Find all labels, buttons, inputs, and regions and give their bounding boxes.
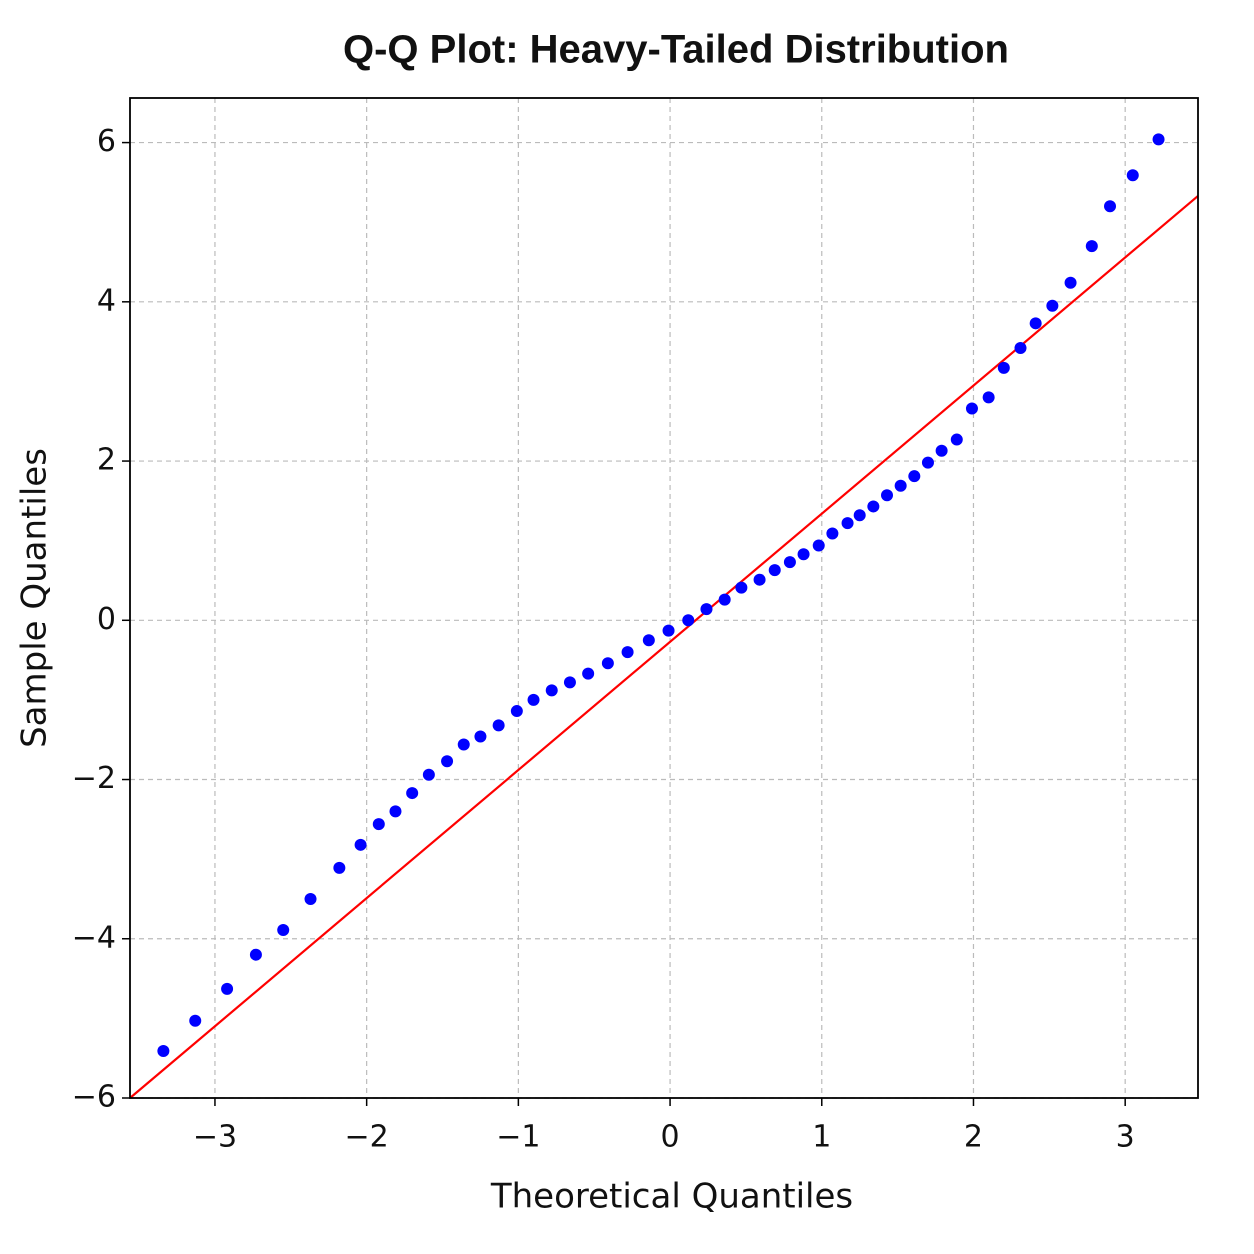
data-point xyxy=(277,924,290,937)
y-tick-label: −4 xyxy=(72,920,116,955)
data-point xyxy=(1064,276,1077,289)
x-axis-label: Theoretical Quantiles xyxy=(490,1177,853,1217)
data-point xyxy=(718,593,731,606)
data-point xyxy=(157,1045,170,1058)
data-point xyxy=(441,755,454,768)
data-point xyxy=(1104,200,1117,213)
y-tick-label: 6 xyxy=(97,124,116,159)
x-tick-label: 1 xyxy=(812,1120,831,1155)
x-tick-label: 0 xyxy=(661,1120,680,1155)
y-tick-label: 0 xyxy=(97,602,116,637)
data-point xyxy=(527,693,540,706)
y-tick-label: 2 xyxy=(97,443,116,478)
x-tick-label: −1 xyxy=(496,1120,540,1155)
data-point xyxy=(457,738,470,751)
data-point xyxy=(908,470,921,483)
y-axis-label: Sample Quantiles xyxy=(15,448,55,748)
data-point xyxy=(249,948,262,961)
data-point xyxy=(841,517,854,530)
data-point xyxy=(853,509,866,522)
data-point xyxy=(1085,240,1098,253)
data-point xyxy=(682,614,695,627)
chart-title: Q-Q Plot: Heavy-Tailed Distribution xyxy=(343,28,1009,72)
data-point xyxy=(354,838,367,851)
data-point xyxy=(797,548,810,561)
data-point xyxy=(474,730,487,743)
data-point xyxy=(621,646,634,659)
data-point xyxy=(563,676,576,689)
data-point xyxy=(545,684,558,697)
data-point xyxy=(783,556,796,569)
data-point xyxy=(812,539,825,552)
data-point xyxy=(935,444,948,457)
x-tick-label: 3 xyxy=(1116,1120,1135,1155)
data-point xyxy=(982,391,995,404)
data-point xyxy=(422,768,435,781)
x-tick-label: −2 xyxy=(345,1120,389,1155)
data-point xyxy=(601,657,614,670)
data-point xyxy=(189,1014,202,1027)
data-point xyxy=(753,573,766,586)
data-point xyxy=(1126,169,1139,182)
data-point xyxy=(1029,317,1042,330)
data-point xyxy=(950,433,963,446)
data-point xyxy=(965,402,978,415)
data-point xyxy=(1014,342,1027,354)
x-tick-label: −3 xyxy=(193,1120,237,1155)
data-point xyxy=(700,603,713,616)
y-tick-label: −2 xyxy=(72,761,116,796)
data-point xyxy=(894,479,907,492)
y-tick-label: 4 xyxy=(97,283,116,318)
x-tick-label: 2 xyxy=(964,1120,983,1155)
y-tick-label: −6 xyxy=(72,1080,116,1115)
data-point xyxy=(997,361,1010,374)
reference-line xyxy=(129,195,1199,1099)
data-point xyxy=(1046,299,1059,312)
data-point xyxy=(867,500,880,513)
data-point xyxy=(921,456,934,469)
data-point xyxy=(826,527,839,540)
plot-frame xyxy=(129,97,1199,1099)
data-point xyxy=(333,861,346,874)
data-point xyxy=(372,818,385,831)
data-point xyxy=(582,667,595,680)
data-point xyxy=(221,982,234,995)
data-point xyxy=(406,787,419,800)
data-point xyxy=(304,892,317,905)
data-point xyxy=(492,719,505,732)
data-point xyxy=(881,489,894,502)
data-point xyxy=(768,564,781,577)
data-point xyxy=(642,634,655,647)
data-point xyxy=(1152,133,1165,146)
data-point xyxy=(735,581,748,594)
data-point xyxy=(662,624,675,637)
data-point xyxy=(389,805,402,818)
data-point xyxy=(510,705,523,718)
